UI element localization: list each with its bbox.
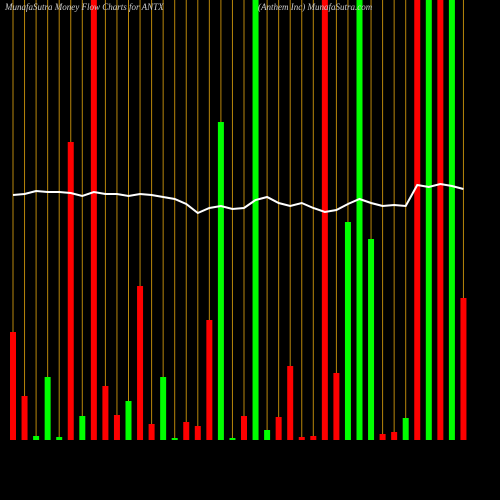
- bar: [379, 434, 386, 440]
- bar: [160, 377, 167, 440]
- bar: [310, 436, 317, 440]
- bar: [217, 122, 224, 440]
- bar: [90, 0, 97, 440]
- chart-subtitle: (Anthem Inc) MunafaSutra.com: [258, 2, 373, 12]
- bar: [252, 0, 259, 440]
- bar: [241, 416, 247, 440]
- bar: [402, 418, 409, 440]
- bar: [102, 386, 109, 440]
- bar: [79, 416, 86, 440]
- bar: [56, 437, 63, 440]
- bar: [194, 426, 201, 440]
- bar: [33, 436, 40, 440]
- bar: [10, 332, 16, 440]
- bar: [448, 0, 455, 440]
- bar: [275, 417, 282, 440]
- bar: [414, 0, 421, 440]
- bar: [206, 320, 213, 440]
- bar: [356, 0, 363, 440]
- bar: [229, 438, 236, 440]
- bar: [137, 286, 144, 440]
- bar: [148, 424, 155, 440]
- bar: [264, 430, 271, 440]
- line: [12, 182, 464, 215]
- bar: [344, 222, 351, 440]
- bar: [125, 401, 132, 440]
- bar: [333, 373, 340, 440]
- bar: [391, 432, 398, 440]
- bar: [425, 0, 432, 440]
- bar: [183, 422, 190, 440]
- bar: [298, 437, 305, 440]
- bar: [460, 298, 467, 440]
- bar: [437, 0, 444, 440]
- chart-title: MunafaSutra Money Flow Charts for ANTX: [4, 2, 164, 12]
- bar: [67, 142, 74, 440]
- bar: [21, 396, 28, 440]
- bar: [44, 377, 51, 440]
- bar: [321, 0, 328, 440]
- bar: [171, 438, 178, 440]
- bar: [287, 366, 294, 440]
- bar: [368, 239, 375, 440]
- bar: [113, 415, 120, 440]
